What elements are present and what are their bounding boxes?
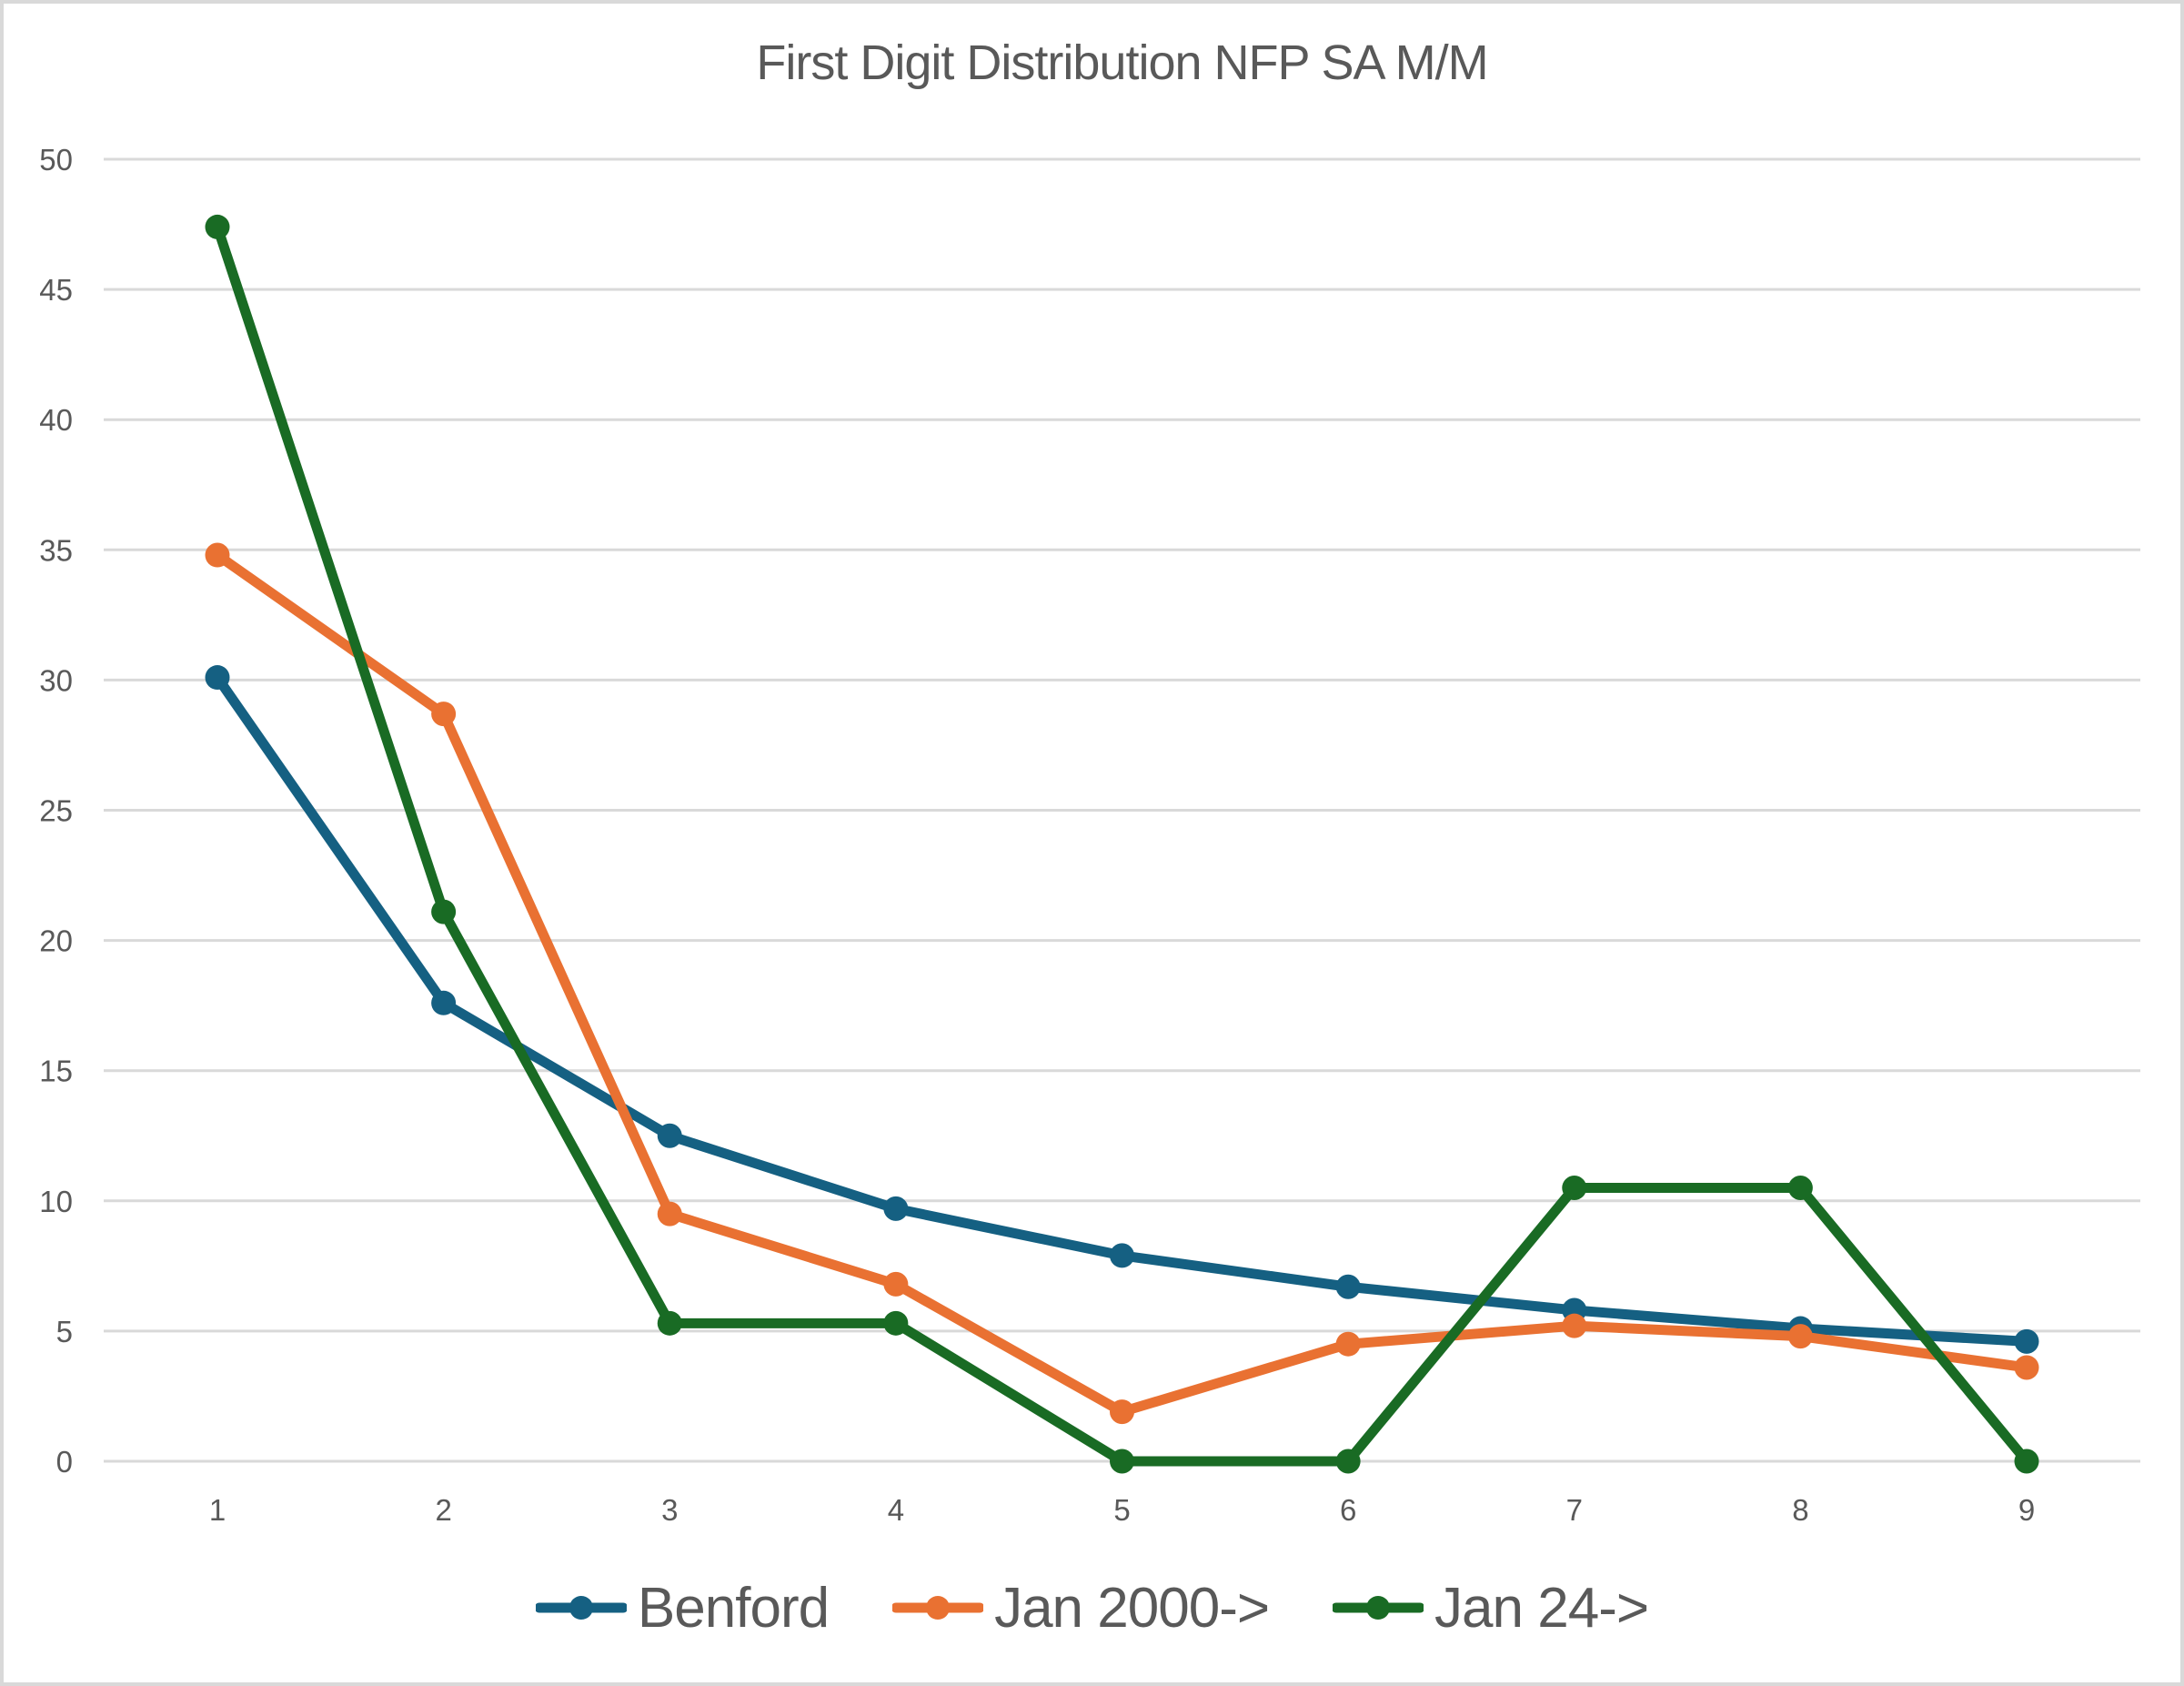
- legend-item-label: Jan 24->: [1434, 1576, 1649, 1640]
- x-axis-tick-label: 5: [1113, 1493, 1130, 1527]
- legend-item-label: Jan 2000->: [994, 1576, 1270, 1640]
- y-axis-tick-label: 40: [39, 403, 73, 437]
- data-point-jan-2000-3: [657, 1201, 682, 1227]
- data-point-jan-24-1: [205, 214, 230, 239]
- y-axis-tick-label: 15: [39, 1055, 73, 1088]
- legend-line-marker-icon: [892, 1596, 984, 1620]
- x-axis-tick-label: 4: [888, 1493, 904, 1527]
- data-point-benford-9: [2014, 1328, 2039, 1354]
- legend-line-marker-icon: [1333, 1596, 1424, 1620]
- y-axis-tick-label: 45: [39, 273, 73, 307]
- data-point-jan-2000-2: [431, 702, 457, 727]
- y-axis-tick-label: 25: [39, 794, 73, 828]
- data-point-jan-24-2: [431, 899, 457, 924]
- legend-item-benford: Benford: [535, 1576, 830, 1641]
- x-axis-tick-label: 2: [435, 1493, 451, 1527]
- legend-line-marker-icon: [535, 1596, 627, 1620]
- legend: Benford Jan 2000-> Jan 24->: [4, 1558, 2180, 1658]
- data-point-jan-2000-1: [205, 542, 230, 568]
- series-line-jan-2000: [212, 550, 2032, 1418]
- x-axis-tick-label: 1: [209, 1493, 226, 1527]
- chart-title: First Digit Distribution NFP SA M/M: [756, 35, 1488, 90]
- data-point-jan-2000-4: [883, 1271, 909, 1297]
- data-point-benford-5: [1110, 1243, 1134, 1268]
- series-line-jan-24: [212, 221, 2032, 1467]
- data-point-jan-24-7: [1562, 1175, 1587, 1200]
- y-axis-tick-label: 0: [56, 1445, 73, 1479]
- data-point-jan-24-8: [1787, 1175, 1813, 1200]
- y-axis-tick-label: 35: [39, 533, 73, 567]
- y-axis-tick-label: 10: [39, 1185, 73, 1218]
- data-point-jan-2000-5: [1110, 1399, 1134, 1425]
- legend-item-jan-2000: Jan 2000->: [892, 1576, 1270, 1641]
- legend-item-jan-24: Jan 24->: [1333, 1576, 1649, 1641]
- data-point-benford-4: [883, 1196, 909, 1221]
- data-point-jan-2000-8: [1787, 1324, 1813, 1349]
- x-axis-tick-label: 9: [2018, 1493, 2035, 1527]
- data-point-benford-2: [431, 990, 457, 1015]
- x-axis-tick-label: 3: [661, 1493, 678, 1527]
- legend-item-label: Benford: [637, 1576, 830, 1640]
- x-axis-tick-label: 6: [1340, 1493, 1356, 1527]
- y-axis-tick-label: 20: [39, 924, 73, 958]
- data-point-jan-24-9: [2014, 1449, 2039, 1474]
- data-point-jan-2000-9: [2014, 1355, 2039, 1380]
- y-axis-tick-label: 50: [39, 143, 73, 177]
- x-axis-tick-label: 7: [1566, 1493, 1583, 1527]
- data-point-benford-6: [1335, 1274, 1361, 1299]
- data-point-jan-24-3: [657, 1310, 682, 1336]
- data-point-jan-2000-6: [1335, 1331, 1361, 1357]
- data-point-jan-24-5: [1110, 1449, 1134, 1474]
- data-point-jan-24-4: [883, 1310, 909, 1336]
- data-point-jan-2000-7: [1562, 1313, 1587, 1338]
- x-axis-tick-label: 8: [1792, 1493, 1808, 1527]
- data-point-jan-24-6: [1335, 1449, 1361, 1474]
- data-point-benford-1: [205, 665, 230, 691]
- y-axis-tick-label: 5: [56, 1315, 73, 1348]
- series-line-benford: [212, 672, 2032, 1347]
- data-point-benford-3: [657, 1123, 682, 1148]
- y-axis-tick-label: 30: [39, 663, 73, 697]
